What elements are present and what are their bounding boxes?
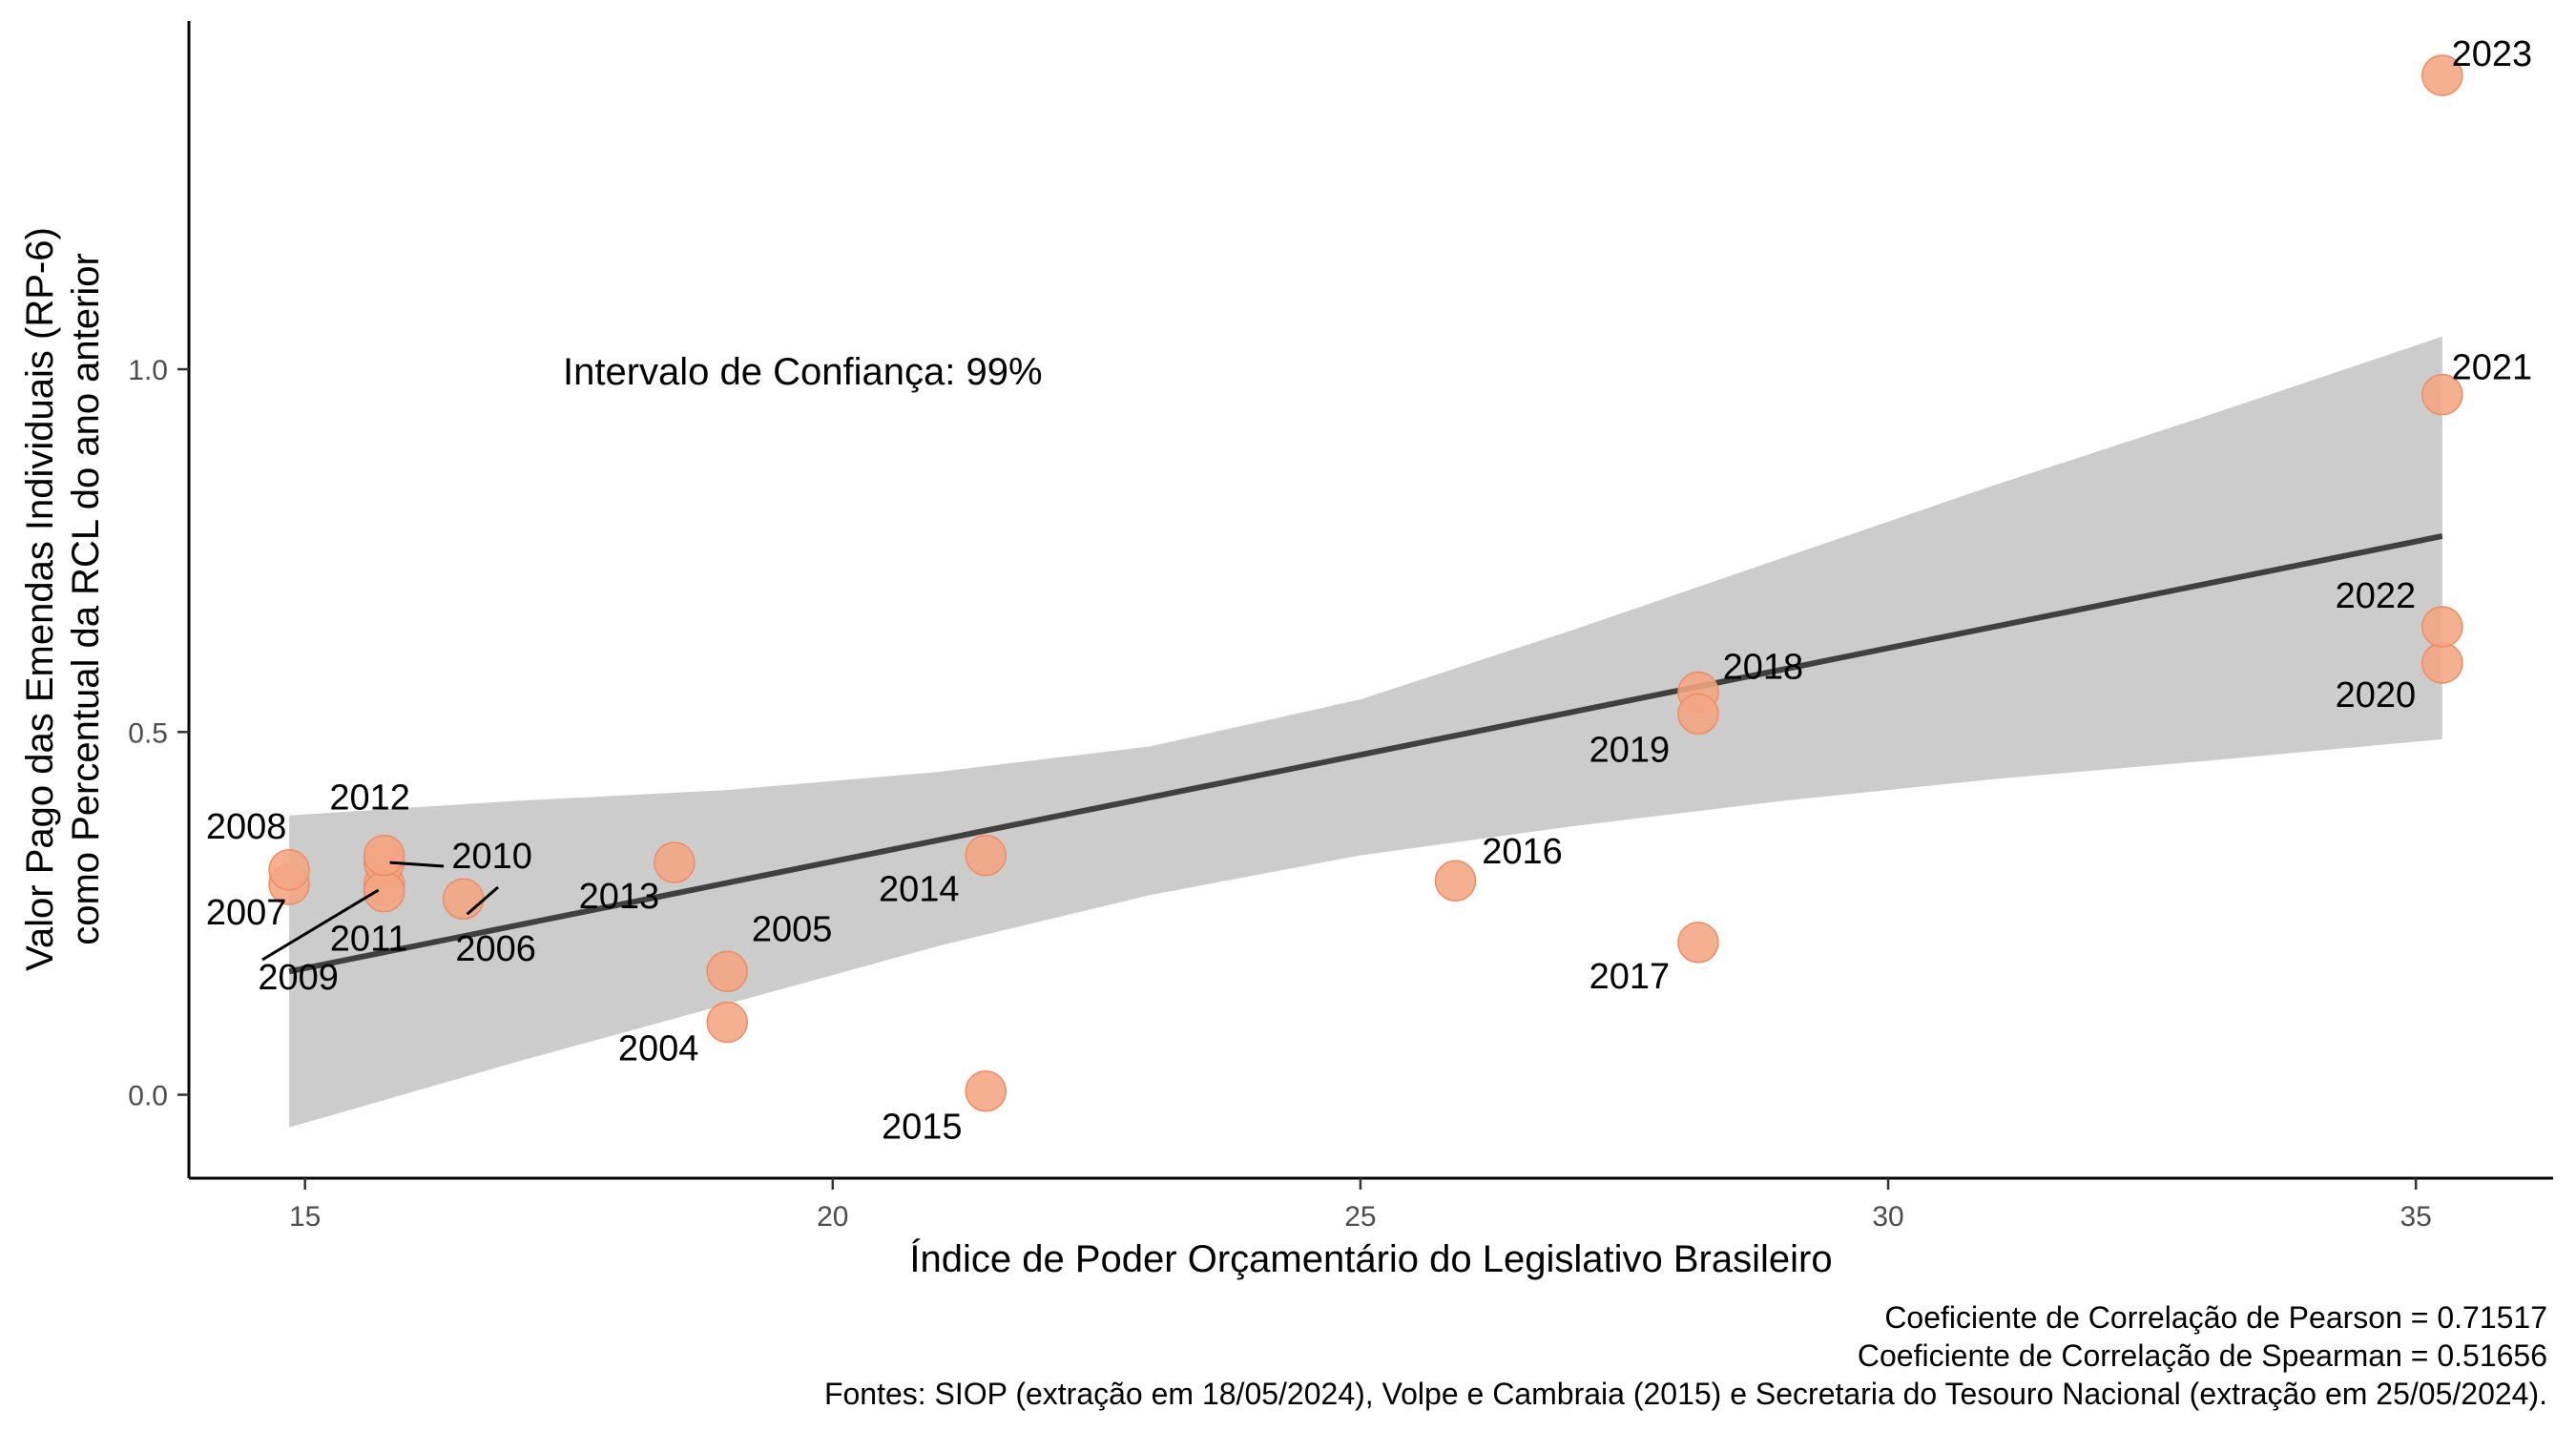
x-tick-label: 15 [289,1201,321,1233]
x-axis-title: Índice de Poder Orçamentário do Legislat… [909,1237,1832,1280]
y-tick-label: 0.5 [128,717,168,749]
point-2016 [1434,860,1477,902]
label-2022: 2022 [2336,576,2417,616]
label-2009: 2009 [258,958,339,998]
caption-spearman: Coeficiente de Correlação de Spearman = … [1858,1338,2547,1373]
x-tick-label: 30 [1872,1201,1903,1233]
point-2015 [965,1069,1007,1112]
confidence-band-layer [289,336,2442,1128]
point-labels-layer: 2004 2005 2006 2007 2008 2009 2010 2011 2012 2013… [206,34,2532,1148]
label-2020: 2020 [2336,675,2417,716]
point-2005 [706,950,748,993]
leader-line-2009 [261,888,380,962]
point-2014 [965,834,1007,877]
points-layer [268,54,2463,1112]
point-2012 [363,834,405,877]
x-tick-label: 20 [817,1201,848,1233]
point-2023 [2421,54,2463,96]
point-2020 [2421,642,2463,684]
axes-layer [187,21,2553,1180]
point-2008 [268,849,310,891]
caption-sources: Fontes: SIOP (extração em 18/05/2024), V… [824,1377,2547,1411]
y-tick-label: 0.0 [128,1081,168,1112]
point-2011 [363,870,405,913]
point-2022 [2421,606,2463,648]
point-2006 [442,878,485,920]
label-2010: 2010 [451,837,532,877]
label-2004: 2004 [618,1028,699,1068]
y-tick-label: 1.0 [128,355,168,386]
label-2019: 2019 [1589,730,1671,770]
point-2017 [1677,922,1719,964]
label-2007: 2007 [206,893,287,933]
y-axis-title: Valor Pago das Emendas Individuais (RP-6… [19,227,107,971]
ticks-layer: 15 20 25 30 35 0.0 0.5 1.0 [128,355,2432,1233]
point-2013 [654,841,696,883]
label-2012: 2012 [329,778,410,819]
annotation-confidence: Intervalo de Confiança: 99% [563,351,1043,393]
label-2006: 2006 [455,929,536,969]
point-2019 [1677,693,1719,736]
label-2023: 2023 [2452,34,2533,74]
trend-line-layer [288,533,2443,975]
y-axis-title-line-1: Valor Pago das Emendas Individuais (RP-6… [19,227,61,971]
label-2005: 2005 [752,909,833,949]
label-2014: 2014 [879,870,960,910]
label-2008: 2008 [206,807,287,847]
confidence-band [289,336,2442,1128]
leader-line-2010 [389,861,445,868]
point-2021 [2421,373,2463,416]
label-2013: 2013 [579,877,660,917]
label-2011: 2011 [330,920,408,960]
caption-pearson: Coeficiente de Correlação de Pearson = 0… [1884,1300,2547,1335]
leader-line-2006 [466,885,499,916]
label-2021: 2021 [2452,348,2533,388]
x-tick-label: 25 [1344,1201,1376,1233]
label-2015: 2015 [882,1108,963,1148]
label-2018: 2018 [1723,647,1804,687]
label-2016: 2016 [1482,832,1563,872]
point-2004 [706,1001,748,1044]
x-tick-label: 35 [2400,1201,2432,1233]
y-axis-title-line-2: como Percentual da RCL do ano anterior [65,253,107,945]
trend-line [288,533,2443,975]
label-2017: 2017 [1589,957,1671,997]
